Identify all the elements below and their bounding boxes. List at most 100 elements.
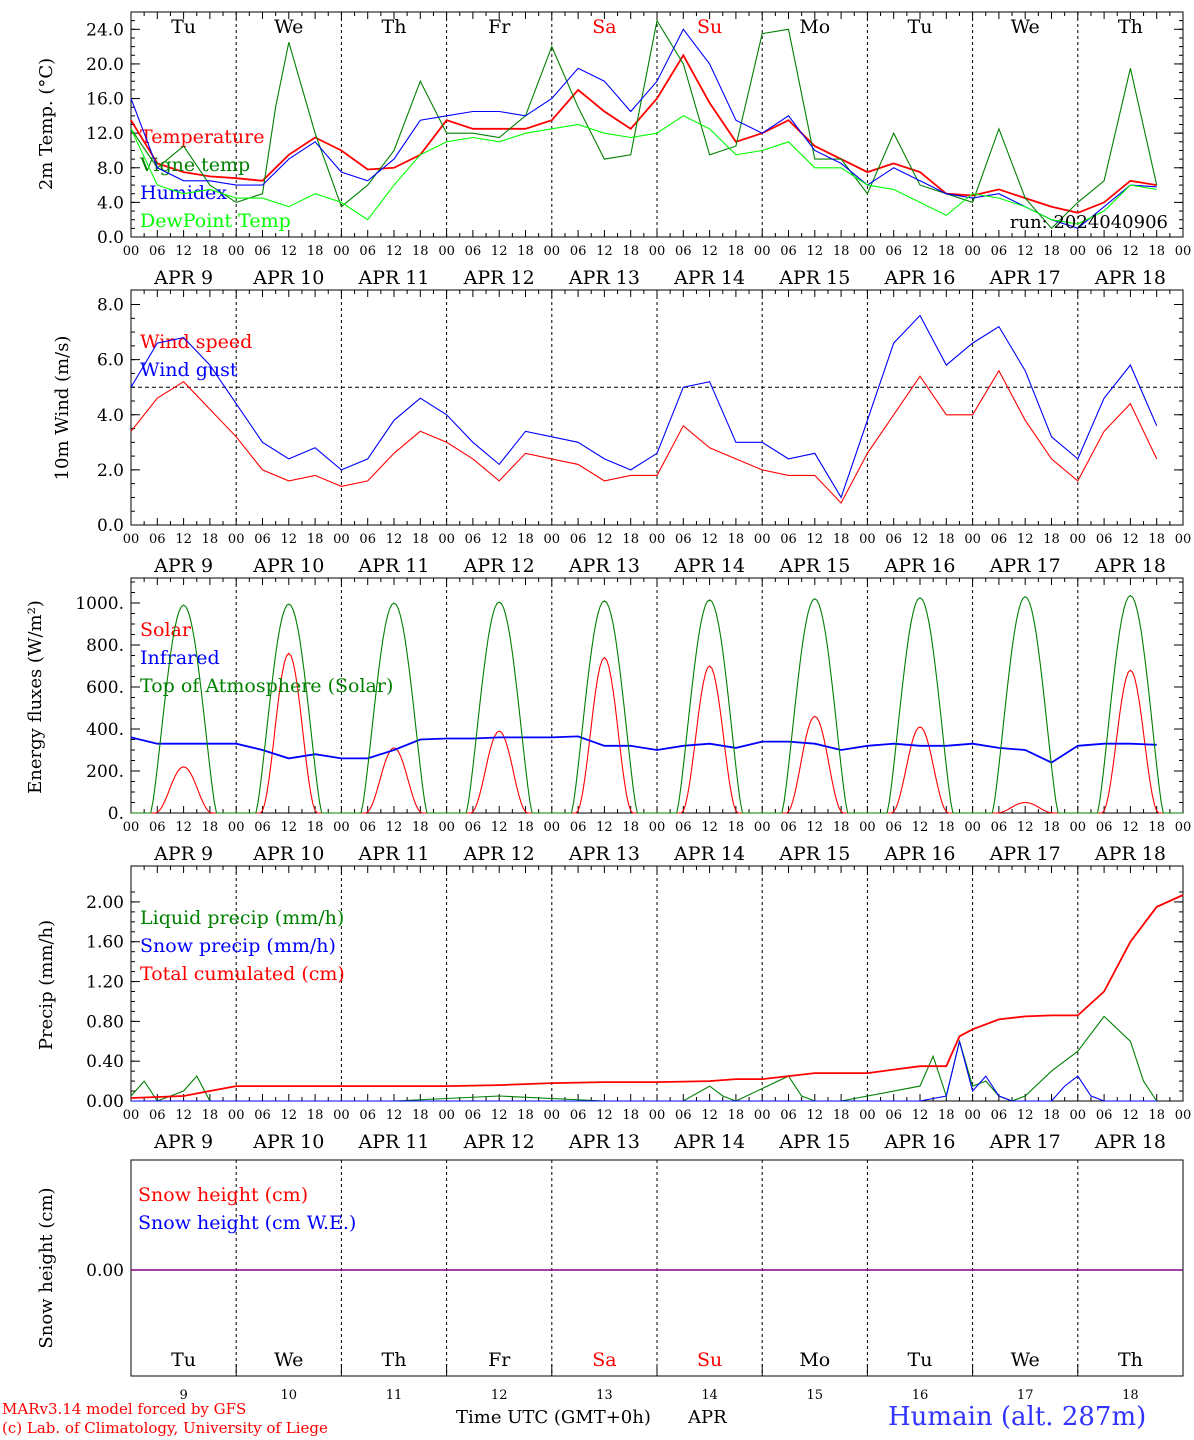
hour-tick-label: 00 xyxy=(1070,244,1087,259)
hour-tick-label: 00 xyxy=(964,820,981,835)
hour-tick-label: 18 xyxy=(307,532,324,547)
y-tick-label: 600. xyxy=(86,678,124,698)
date-label: APR 15 xyxy=(778,843,850,865)
y-tick-label: 8.0 xyxy=(97,159,124,179)
hour-tick-label: 00 xyxy=(228,820,245,835)
hour-tick-label: 18 xyxy=(622,244,639,259)
date-label: APR 16 xyxy=(883,267,955,289)
x-axis-month: APR xyxy=(688,1407,727,1428)
y-tick-label: 2.0 xyxy=(97,461,124,481)
y-tick-label: 8.0 xyxy=(97,296,124,316)
hour-tick-label: 18 xyxy=(728,532,745,547)
weekday-label: We xyxy=(274,16,303,38)
hour-tick-label: 06 xyxy=(254,1108,271,1123)
day-number: 11 xyxy=(386,1388,403,1403)
hour-tick-label: 00 xyxy=(123,244,140,259)
hour-tick-label: 12 xyxy=(491,1108,508,1123)
hour-tick-label: 00 xyxy=(649,244,666,259)
hour-tick-label: 00 xyxy=(544,1108,561,1123)
hour-tick-label: 12 xyxy=(912,820,929,835)
y-tick-label: 200. xyxy=(86,762,124,782)
hour-tick-label: 18 xyxy=(202,532,219,547)
hour-tick-label: 00 xyxy=(1070,1108,1087,1123)
hour-tick-label: 12 xyxy=(912,1108,929,1123)
y-tick-label: 16.0 xyxy=(86,90,124,110)
hour-tick-label: 18 xyxy=(622,1108,639,1123)
hour-tick-label: 12 xyxy=(491,244,508,259)
legend-entry: Temperature xyxy=(140,126,264,148)
weekday-label: We xyxy=(274,1349,303,1371)
hour-tick-label: 06 xyxy=(359,1108,376,1123)
hour-tick-label: 06 xyxy=(254,532,271,547)
weekday-label: Th xyxy=(1118,1349,1143,1371)
date-label: APR 11 xyxy=(357,555,429,577)
date-label: APR 12 xyxy=(463,267,535,289)
date-label: APR 12 xyxy=(463,843,535,865)
y-tick-label: 0.00 xyxy=(86,1092,124,1112)
date-label: APR 17 xyxy=(989,555,1061,577)
hour-tick-label: 18 xyxy=(938,244,955,259)
hour-tick-label: 06 xyxy=(149,532,166,547)
hour-tick-label: 12 xyxy=(807,820,824,835)
weekday-label: We xyxy=(1011,16,1040,38)
panel-frame-0 xyxy=(130,11,1184,238)
legend-entry: Liquid precip (mm/h) xyxy=(140,907,344,929)
y-tick-label: 12.0 xyxy=(86,124,124,144)
hour-tick-label: 00 xyxy=(544,820,561,835)
legend-entry: Infrared xyxy=(140,647,220,669)
hour-tick-label: 06 xyxy=(675,1108,692,1123)
hour-tick-label: 12 xyxy=(1122,1108,1139,1123)
hour-tick-label: 00 xyxy=(754,820,771,835)
weekday-label: We xyxy=(1011,1349,1040,1371)
series-line xyxy=(130,735,1157,764)
date-label: APR 17 xyxy=(989,843,1061,865)
hour-tick-label: 06 xyxy=(885,1108,902,1123)
date-label: APR 14 xyxy=(673,555,745,577)
legend-entry: Snow height (cm W.E.) xyxy=(138,1212,356,1234)
y-axis-label: Snow height (cm) xyxy=(36,1187,57,1348)
y-axis-label: Precip (mm/h) xyxy=(36,920,57,1050)
series-line xyxy=(130,1015,1158,1102)
y-tick-label: 0.00 xyxy=(86,1261,124,1281)
hour-tick-label: 12 xyxy=(596,820,613,835)
hour-tick-label: 00 xyxy=(964,1108,981,1123)
hour-tick-label: 06 xyxy=(570,244,587,259)
legend-entry: DewPoint Temp xyxy=(140,210,291,232)
hour-tick-label: 06 xyxy=(149,244,166,259)
date-label: APR 10 xyxy=(252,1131,324,1153)
hour-tick-label: 06 xyxy=(885,820,902,835)
hour-tick-label: 12 xyxy=(807,532,824,547)
hour-tick-label: 12 xyxy=(596,1108,613,1123)
hour-tick-label: 18 xyxy=(938,820,955,835)
y-tick-label: 0.80 xyxy=(86,1012,124,1032)
y-axis-label: Energy fluxes (W/m²) xyxy=(25,600,46,794)
hour-tick-label: 18 xyxy=(833,820,850,835)
legend-entry: Solar xyxy=(140,619,192,641)
hour-tick-label: 06 xyxy=(359,244,376,259)
y-tick-label: 0.0 xyxy=(97,228,124,248)
date-label: APR 15 xyxy=(778,555,850,577)
hour-tick-label: 18 xyxy=(412,532,429,547)
hour-tick-label: 00 xyxy=(859,1108,876,1123)
hour-tick-label: 18 xyxy=(517,820,534,835)
weekday-label: Sa xyxy=(592,16,616,38)
hour-tick-label: 00 xyxy=(333,244,350,259)
run-label: run: 2024040906 xyxy=(1010,212,1168,233)
hour-tick-label: 06 xyxy=(465,244,482,259)
hour-tick-label: 06 xyxy=(1096,820,1113,835)
series-line xyxy=(130,19,1158,230)
hour-tick-label: 18 xyxy=(517,244,534,259)
hour-tick-label: 12 xyxy=(701,532,718,547)
hour-tick-label: 00 xyxy=(333,532,350,547)
hour-tick-label: 06 xyxy=(570,532,587,547)
day-number: 16 xyxy=(912,1388,929,1403)
y-axis-label: 10m Wind (m/s) xyxy=(52,336,73,481)
date-label: APR 11 xyxy=(357,843,429,865)
hour-tick-label: 18 xyxy=(202,820,219,835)
hour-tick-label: 12 xyxy=(1017,244,1034,259)
day-number: 18 xyxy=(1122,1388,1139,1403)
hour-tick-label: 06 xyxy=(465,1108,482,1123)
date-label: APR 12 xyxy=(463,555,535,577)
hour-tick-label: 06 xyxy=(465,532,482,547)
legend-entry: Total cumulated (cm) xyxy=(140,963,345,985)
